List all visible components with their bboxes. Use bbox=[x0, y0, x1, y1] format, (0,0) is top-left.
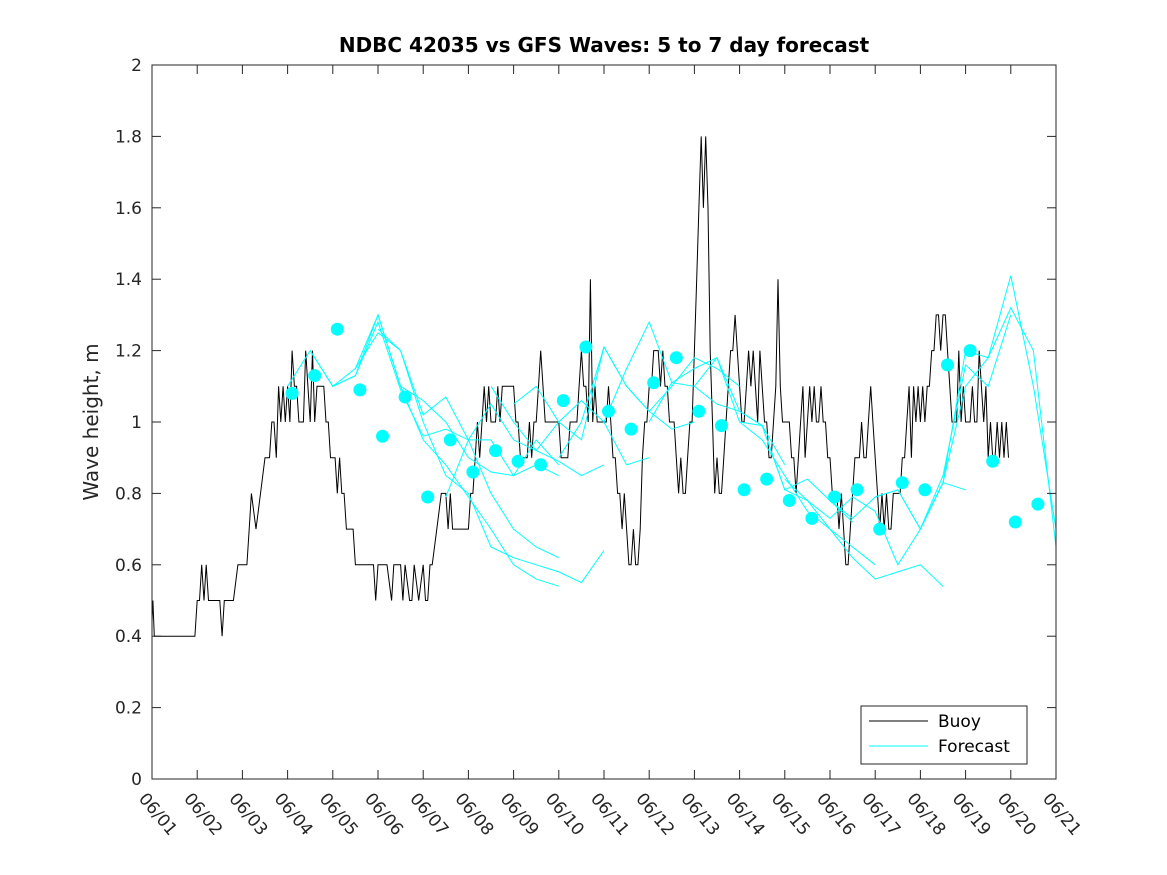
forecast-run-line-17 bbox=[919, 306, 1056, 548]
forecast-run-line-13 bbox=[739, 421, 944, 587]
forecast-run-line-4 bbox=[354, 313, 559, 587]
forecast-run-line-6 bbox=[445, 403, 605, 498]
forecast-marker bbox=[963, 344, 977, 358]
forecast-marker bbox=[692, 404, 706, 418]
y-tick-label: 2 bbox=[131, 56, 142, 76]
chart-title: NDBC 42035 vs GFS Waves: 5 to 7 day fore… bbox=[339, 33, 870, 57]
y-tick-label: 0 bbox=[131, 770, 142, 790]
forecast-run-line-3 bbox=[332, 332, 560, 559]
forecast-marker bbox=[534, 458, 548, 472]
forecast-marker bbox=[624, 422, 638, 436]
y-tick-label: 0.6 bbox=[115, 556, 142, 576]
forecast-marker bbox=[873, 522, 887, 536]
forecast-run-line-2 bbox=[309, 320, 560, 477]
y-tick-label: 0.8 bbox=[115, 484, 142, 504]
buoy-series-line bbox=[152, 136, 1009, 637]
forecast-marker bbox=[308, 369, 322, 383]
forecast-run-line-9 bbox=[558, 345, 740, 458]
forecast-run-line-11 bbox=[648, 357, 853, 523]
y-tick-label: 1.2 bbox=[115, 342, 142, 362]
forecast-marker bbox=[398, 390, 412, 404]
forecast-marker bbox=[828, 490, 841, 504]
forecast-run-line-12 bbox=[694, 356, 876, 566]
forecast-marker bbox=[760, 472, 774, 486]
y-tick-label: 1.8 bbox=[115, 127, 142, 147]
forecast-marker bbox=[466, 465, 480, 479]
forecast-marker bbox=[489, 444, 502, 458]
y-axis-label: Wave height, m bbox=[79, 343, 103, 500]
y-tick-label: 1 bbox=[131, 413, 142, 433]
forecast-marker bbox=[421, 490, 435, 504]
forecast-marker bbox=[782, 494, 796, 507]
forecast-run-line-5 bbox=[377, 328, 605, 584]
forecast-marker bbox=[647, 376, 661, 390]
forecast-marker bbox=[330, 322, 344, 336]
forecast-run-line-7 bbox=[490, 386, 650, 466]
legend-forecast-label: Forecast bbox=[938, 737, 1010, 757]
forecast-marker bbox=[376, 429, 389, 443]
forecast-marker bbox=[579, 340, 593, 354]
legend-box bbox=[860, 705, 1028, 765]
forecast-marker bbox=[986, 454, 1000, 468]
plot-area bbox=[152, 136, 1056, 637]
forecast-marker bbox=[1031, 497, 1045, 511]
forecast-marker bbox=[556, 394, 570, 408]
forecast-marker bbox=[353, 383, 367, 397]
legend-buoy-label: Buoy bbox=[938, 712, 981, 732]
forecast-marker bbox=[715, 419, 728, 433]
forecast-marker bbox=[511, 454, 525, 468]
forecast-marker bbox=[895, 476, 909, 490]
y-tick-label: 1.6 bbox=[115, 199, 142, 219]
legend: Buoy Forecast bbox=[860, 705, 1028, 765]
forecast-marker bbox=[805, 511, 819, 525]
forecast-marker bbox=[285, 386, 299, 400]
forecast-marker bbox=[1008, 515, 1022, 529]
forecast-marker bbox=[602, 404, 615, 418]
forecast-marker bbox=[918, 483, 932, 497]
plot-series-group bbox=[152, 136, 1056, 637]
y-tick-label: 1.4 bbox=[115, 270, 142, 290]
y-tick-label: 0.4 bbox=[115, 627, 142, 647]
forecast-marker bbox=[443, 433, 457, 447]
forecast-marker bbox=[669, 351, 683, 365]
forecast-marker bbox=[941, 358, 954, 372]
y-tick-label: 0.2 bbox=[115, 699, 142, 719]
forecast-marker bbox=[850, 483, 864, 497]
forecast-marker bbox=[737, 483, 751, 497]
